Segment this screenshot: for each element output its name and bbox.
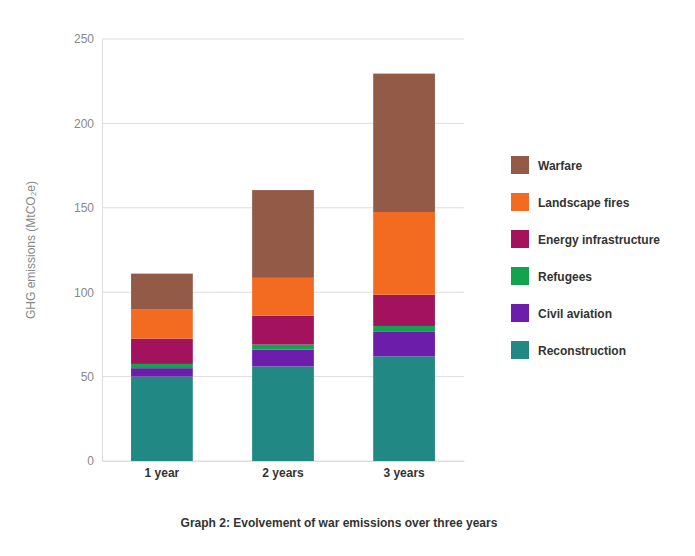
- bar-segment: [252, 350, 314, 367]
- axis-title: GHG emissions (MtCO₂e): [24, 181, 38, 319]
- bar-segment: [131, 364, 193, 368]
- legend-swatch: [511, 267, 529, 285]
- tick: 150: [74, 201, 102, 215]
- legend-item: Landscape fires: [511, 193, 630, 211]
- legend-label: Refugees: [538, 270, 592, 284]
- legend-swatch: [511, 341, 529, 359]
- bar-segment: [252, 316, 314, 345]
- series: [131, 356, 435, 461]
- legend-swatch: [511, 193, 529, 211]
- bar-segment: [252, 190, 314, 278]
- tick: 0: [87, 454, 102, 468]
- tick-label: 1 year: [145, 466, 180, 480]
- tick-label: 250: [74, 32, 94, 46]
- bar-segment: [252, 366, 314, 461]
- tick-label: 0: [87, 454, 94, 468]
- bar-segment: [252, 345, 314, 350]
- grid-line: [102, 39, 464, 40]
- axis-line: [103, 461, 465, 462]
- bar-segment: [131, 339, 193, 364]
- tick-label: 3 years: [383, 466, 425, 480]
- legend-item: Energy infrastructure: [511, 230, 660, 248]
- legend-label: Landscape fires: [538, 196, 630, 210]
- title: Graph 2: Evolvement of war emissions ove…: [181, 516, 498, 530]
- bar-segment: [131, 309, 193, 339]
- legend-label: Civil aviation: [538, 307, 612, 321]
- tick: 50: [81, 370, 102, 384]
- tick: 100: [74, 286, 102, 300]
- bars: [131, 74, 435, 461]
- tick-label: 2 years: [262, 466, 304, 480]
- bar-segment: [131, 377, 193, 461]
- bar-segment: [373, 295, 435, 326]
- legend-item: Reconstruction: [511, 341, 626, 359]
- bar-segment: [373, 326, 435, 332]
- x-axis: 1 year 2 years 3 years: [103, 461, 465, 480]
- bar-segment: [373, 74, 435, 212]
- legend-swatch: [511, 304, 529, 322]
- tick-label: 100: [74, 286, 94, 300]
- grid: [102, 39, 464, 461]
- legend-label: Energy infrastructure: [538, 233, 660, 247]
- tick: 1 year: [145, 461, 180, 480]
- tick-label: 50: [81, 370, 95, 384]
- legend: Warfare Landscape fires Energy infrastruct…: [511, 156, 660, 359]
- legend-swatch: [511, 156, 529, 174]
- legend-swatch: [511, 230, 529, 248]
- y-axis: 0 50 100 150 200 250: [74, 32, 103, 468]
- tick-label: 200: [74, 117, 94, 131]
- tick: 200: [74, 117, 102, 131]
- tick: 250: [74, 32, 102, 46]
- bar-segment: [373, 332, 435, 356]
- chart: 0 50 100 150 200 250 1 year 2 years 3 years GHG e…: [0, 0, 695, 556]
- series: [131, 74, 435, 309]
- legend-item: Civil aviation: [511, 304, 612, 322]
- bar-segment: [131, 274, 193, 309]
- legend-label: Warfare: [538, 159, 583, 173]
- tick-label: 150: [74, 201, 94, 215]
- legend-item: Warfare: [511, 156, 583, 174]
- bar-segment: [373, 356, 435, 461]
- bar-segment: [131, 368, 193, 376]
- tick: 3 years: [383, 461, 425, 480]
- tick: 2 years: [262, 461, 304, 480]
- axis-line: [102, 40, 103, 462]
- bar-segment: [373, 212, 435, 295]
- bar-segment: [252, 278, 314, 316]
- legend-label: Reconstruction: [538, 344, 626, 358]
- legend-item: Refugees: [511, 267, 592, 285]
